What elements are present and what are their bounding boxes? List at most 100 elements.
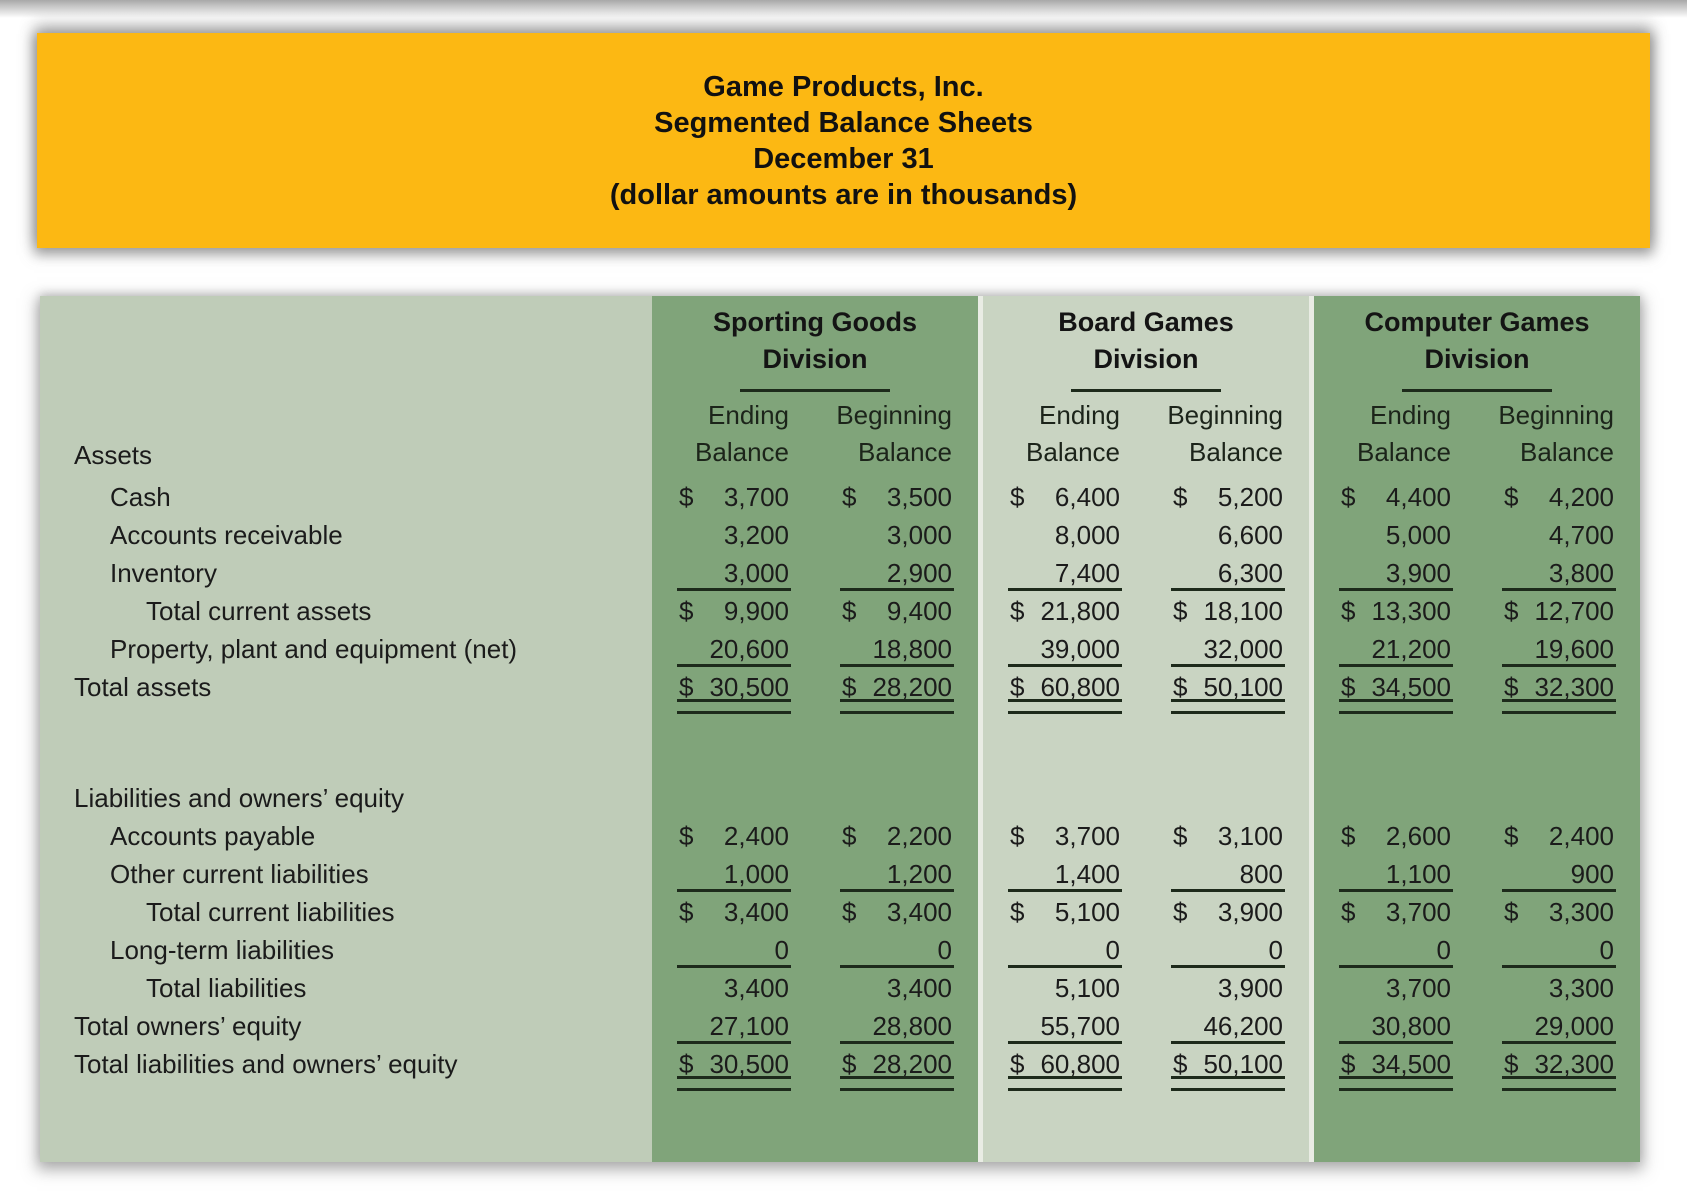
value-cell: $5,100 [983, 893, 1146, 931]
dollar-sign: $ [1341, 595, 1356, 626]
value-text: 60,800 [1040, 1048, 1120, 1079]
value-number: 18,800 [840, 630, 954, 668]
value-text: 3,300 [1548, 972, 1614, 1003]
value-cell: $34,500 [1314, 668, 1477, 714]
value-cell: 8,000 [983, 516, 1146, 554]
row-label: Total current assets [146, 595, 372, 626]
band-gap-2 [1309, 296, 1314, 1162]
balance-sheet-table: Sporting Goods Division Board Games Divis… [40, 296, 1640, 1162]
value-cell: 1,200 [815, 855, 978, 893]
empty-cell [815, 779, 978, 817]
value-cell: 39,000 [983, 630, 1146, 668]
value-cell: $3,400 [652, 893, 815, 931]
value-number: 3,900 [1339, 554, 1453, 592]
ending-balance-header: Ending Balance [695, 400, 789, 467]
value-number: $6,400 [1010, 478, 1120, 516]
value-text: 21,800 [1040, 595, 1120, 626]
report-title-box: Game Products, Inc. Segmented Balance Sh… [37, 33, 1650, 248]
value-text: 6,300 [1217, 557, 1283, 588]
dollar-sign: $ [1010, 1048, 1025, 1079]
value-text: 6,400 [1054, 481, 1120, 512]
value-number: 4,700 [1504, 516, 1614, 554]
value-cell: $3,700 [983, 817, 1146, 855]
dollar-sign: $ [1010, 896, 1025, 927]
row-label: Accounts receivable [110, 519, 343, 550]
value-cell: $6,400 [983, 478, 1146, 516]
value-cell: 3,700 [1314, 969, 1477, 1007]
value-cell: 21,200 [1314, 630, 1477, 668]
spacer-row-cell [40, 706, 652, 779]
dollar-sign: $ [842, 820, 857, 851]
value-cell: 55,700 [983, 1007, 1146, 1045]
value-number: 46,200 [1171, 1007, 1285, 1045]
value-number: $2,400 [1504, 817, 1614, 855]
value-number: $3,300 [1504, 893, 1614, 931]
dollar-sign: $ [1010, 481, 1025, 512]
value-cell: 1,100 [1314, 855, 1477, 893]
dollar-sign: $ [1173, 595, 1188, 626]
value-number: $2,200 [842, 817, 952, 855]
value-cell: $2,200 [815, 817, 978, 855]
value-number: 800 [1171, 855, 1285, 893]
dollar-sign: $ [679, 1048, 694, 1079]
value-text: 3,100 [1217, 820, 1283, 851]
row-label: Total owners’ equity [74, 1010, 302, 1041]
dollar-sign: $ [1173, 671, 1188, 702]
value-number: $50,100 [1171, 668, 1285, 714]
value-text: 0 [1268, 934, 1283, 965]
value-cell: 18,800 [815, 630, 978, 668]
spacer-row-cell [983, 706, 1146, 779]
value-text: 4,400 [1385, 481, 1451, 512]
division-header-2: Board Games Division [983, 296, 1309, 396]
value-number: 20,600 [677, 630, 791, 668]
value-text: 21,200 [1371, 633, 1451, 664]
value-text: 3,500 [886, 481, 952, 512]
value-text: 18,100 [1203, 595, 1283, 626]
value-cell: 3,800 [1477, 554, 1640, 592]
division-name: Computer Games Division [1364, 307, 1590, 374]
value-text: 1,000 [723, 858, 789, 889]
value-number: 3,400 [842, 969, 952, 1007]
value-text: 3,800 [1548, 557, 1614, 588]
division-header-3: Computer Games Division [1314, 296, 1640, 396]
value-number: $4,200 [1504, 478, 1614, 516]
section-heading: Liabilities and owners’ equity [74, 782, 405, 813]
value-number: $32,300 [1502, 668, 1616, 714]
value-number: $30,500 [677, 1045, 791, 1091]
row-label: Property, plant and equipment (net) [110, 633, 518, 664]
value-cell: 3,000 [652, 554, 815, 592]
value-text: 2,400 [1548, 820, 1614, 851]
value-number: $3,900 [1173, 893, 1283, 931]
dollar-sign: $ [1010, 595, 1025, 626]
value-text: 3,700 [723, 481, 789, 512]
value-cell: $4,400 [1314, 478, 1477, 516]
value-text: 18,800 [872, 633, 952, 664]
value-text: 3,400 [723, 972, 789, 1003]
value-text: 5,100 [1054, 972, 1120, 1003]
row-label: Accounts payable [110, 820, 316, 851]
value-text: 3,700 [1385, 972, 1451, 1003]
value-cell: $30,500 [652, 1045, 815, 1091]
spacer-row-cell [815, 706, 978, 779]
value-number: 6,600 [1173, 516, 1283, 554]
dollar-sign: $ [1341, 481, 1356, 512]
value-text: 34,500 [1371, 1048, 1451, 1079]
value-number: 5,000 [1341, 516, 1451, 554]
value-cell: $3,700 [652, 478, 815, 516]
value-number: $2,600 [1341, 817, 1451, 855]
value-cell: 6,600 [1146, 516, 1309, 554]
value-number: $9,400 [842, 592, 952, 630]
value-number: 1,200 [840, 855, 954, 893]
value-text: 9,900 [723, 595, 789, 626]
spacer-row-cell [1146, 706, 1309, 779]
value-number: $28,200 [840, 668, 954, 714]
value-cell: 5,100 [983, 969, 1146, 1007]
value-cell: 0 [652, 931, 815, 969]
value-text: 0 [1599, 934, 1614, 965]
value-number: 2,900 [840, 554, 954, 592]
value-text: 1,400 [1054, 858, 1120, 889]
value-number: $5,200 [1173, 478, 1283, 516]
value-text: 3,400 [886, 972, 952, 1003]
dollar-sign: $ [679, 820, 694, 851]
value-cell: $28,200 [815, 1045, 978, 1091]
